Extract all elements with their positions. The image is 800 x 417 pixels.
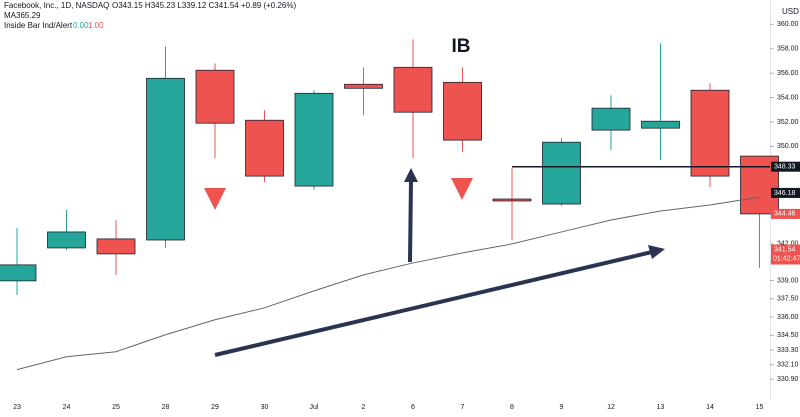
y-tick-label: 337.50: [777, 296, 799, 303]
arrow-head: [648, 245, 665, 259]
y-tick-label: 333.30: [777, 347, 799, 354]
arrow: [214, 250, 653, 357]
candle-body: [393, 66, 433, 113]
x-tick-label: 12: [607, 404, 615, 411]
price-label-box: [771, 244, 800, 265]
x-tick-label: 24: [63, 404, 71, 411]
y-tick-label: 336.00: [777, 314, 799, 321]
y-tick-label: 358.00: [777, 46, 799, 53]
price-label-box: [771, 208, 800, 219]
x-tick-label: 13: [657, 404, 665, 411]
candle-body: [591, 107, 631, 131]
candle-body: [146, 77, 185, 241]
x-tick-label: 30: [261, 404, 269, 411]
countdown: 01:42:47: [773, 255, 800, 262]
x-tick-label: 28: [162, 404, 170, 411]
y-tick-label: 354.00: [777, 94, 799, 101]
candle-body: [443, 81, 482, 141]
price-label-box: [771, 187, 800, 198]
x-tick-label: 14: [706, 404, 714, 411]
price-label: 348.33: [774, 164, 796, 171]
y-tick-label: 330.90: [777, 376, 799, 383]
ohlc: O343.15 H345.23 L339.12 C341.54 +0.89 (+…: [112, 1, 296, 10]
candle-body: [96, 238, 136, 255]
candle-body: [0, 264, 37, 282]
y-tick-label: 339.00: [777, 277, 799, 284]
x-tick-label: 23: [13, 404, 21, 411]
x-tick-label: 2: [362, 404, 366, 411]
y-tick-label: 342.00: [777, 241, 799, 248]
y-tick-label: 350.00: [777, 143, 799, 150]
x-tick-label: Jul: [310, 404, 319, 411]
ma-label: MA: [4, 11, 17, 20]
candle-body: [690, 89, 730, 177]
x-tick-label: 7: [461, 404, 465, 411]
y-tick-label: 352.00: [777, 119, 799, 126]
drawings: [204, 168, 665, 357]
candle-body: [641, 120, 680, 129]
price-label: 341.54: [774, 246, 796, 253]
arrow: [408, 179, 413, 263]
indicator-value: 1.00: [88, 21, 104, 30]
indicator: Inside Bar Ind/Alert: [4, 21, 73, 30]
candle-body: [492, 198, 532, 202]
y-tick-label: 360.00: [777, 21, 799, 28]
candle-body: [245, 119, 284, 177]
price-label: 344.46: [774, 211, 796, 218]
candle-body: [195, 69, 235, 124]
indicator-value: 0.00: [73, 21, 89, 30]
candle-body: [47, 231, 86, 249]
x-tick-label: 15: [756, 404, 764, 411]
x-tick-label: 9: [560, 404, 564, 411]
currency: USD: [782, 7, 799, 16]
x-tick-label: 25: [112, 404, 120, 411]
arrow-head: [404, 168, 418, 182]
candle-body: [294, 92, 334, 187]
plot: [0, 39, 779, 371]
moving-average: [16, 196, 760, 371]
ma-value: 365.29: [16, 11, 41, 20]
y-tick-label: 356.00: [777, 70, 799, 77]
x-tick-label: 29: [211, 404, 219, 411]
down-triangle: [204, 188, 226, 210]
annotation: IB: [452, 36, 471, 57]
price-axis: 360.00 358.00 356.00 354.00 352.00 350.00 342.…: [13, 21, 800, 411]
down-triangle: [451, 178, 473, 200]
y-tick-label: 332.10: [777, 361, 799, 368]
symbol: Facebook, Inc., 1D, NASDAQ: [4, 1, 109, 10]
candle-body: [542, 141, 581, 205]
x-tick-label: 8: [510, 404, 514, 411]
price-label-box: [771, 161, 800, 172]
y-tick-label: 334.50: [777, 332, 799, 339]
x-tick-label: 6: [411, 404, 415, 411]
price-label: 346.18: [774, 190, 796, 197]
candle-body: [344, 83, 383, 89]
